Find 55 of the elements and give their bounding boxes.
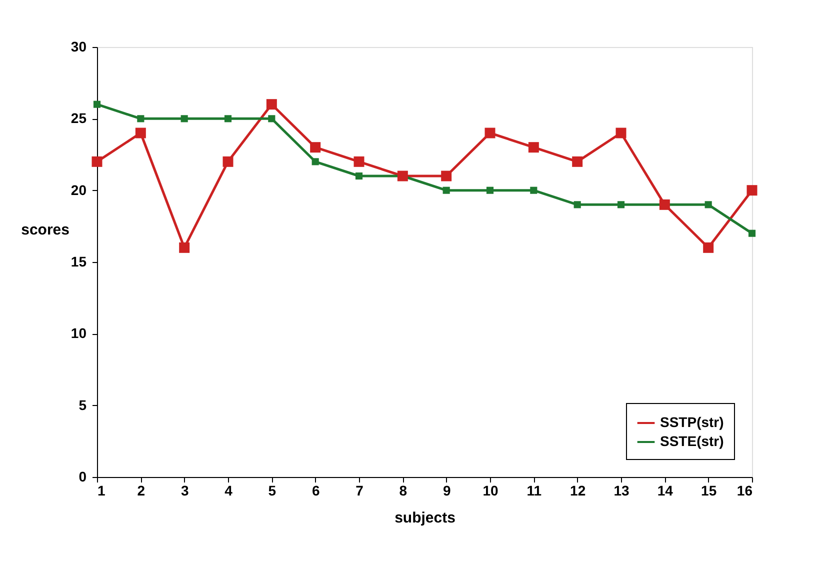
point — [310, 142, 321, 153]
point — [180, 115, 188, 122]
point — [746, 185, 758, 196]
x-tick-label: 4 — [224, 482, 233, 498]
legend-label: SSTE(str) — [660, 433, 724, 449]
x-tick-label: 1 — [98, 482, 106, 498]
x-axis-title: subjects — [394, 510, 456, 526]
point — [268, 115, 276, 122]
point — [484, 128, 496, 138]
y-tick-label: 15 — [70, 254, 87, 270]
y-tick-label: 20 — [70, 182, 87, 198]
x-tick-label: 3 — [180, 482, 189, 498]
x-tick-label: 13 — [614, 482, 630, 498]
point — [312, 158, 319, 166]
point — [355, 172, 363, 180]
y-tick-label: 10 — [70, 325, 87, 342]
x-tick-label: 9 — [442, 482, 451, 498]
point — [572, 156, 583, 167]
point — [703, 242, 714, 253]
point — [748, 230, 756, 237]
point — [93, 100, 101, 108]
x-tick-label: 14 — [657, 482, 674, 498]
x-tick-label: 11 — [526, 482, 542, 498]
point — [222, 156, 234, 167]
point — [617, 201, 625, 208]
y-tick-label: 0 — [78, 468, 87, 484]
point — [354, 156, 364, 167]
point — [616, 128, 626, 138]
point — [574, 201, 581, 208]
point — [486, 186, 494, 194]
x-tick-label: 15 — [701, 482, 717, 498]
x-tick-label: 8 — [399, 482, 408, 498]
point — [441, 170, 452, 182]
point — [135, 128, 146, 138]
point — [528, 142, 539, 153]
x-tick-label: 12 — [570, 482, 586, 498]
point — [704, 201, 712, 208]
point — [92, 156, 102, 167]
point — [179, 242, 190, 253]
y-tick-label: 5 — [78, 396, 87, 413]
x-tick-label: 5 — [268, 482, 276, 498]
y-tick-label: 30 — [70, 38, 87, 54]
point — [442, 186, 450, 194]
x-tick-label: 2 — [137, 482, 146, 498]
legend-label: SSTP(str) — [660, 414, 724, 430]
x-tick-label: 16 — [736, 482, 753, 498]
x-tick-label: 10 — [482, 482, 498, 498]
point — [224, 115, 232, 122]
point — [266, 99, 277, 110]
x-tick-label: 7 — [356, 482, 364, 498]
point — [137, 115, 144, 122]
point — [530, 186, 538, 194]
y-tick-label: 25 — [70, 110, 87, 126]
y-axis-title: scores — [21, 222, 70, 238]
x-tick-label: 6 — [312, 482, 320, 498]
